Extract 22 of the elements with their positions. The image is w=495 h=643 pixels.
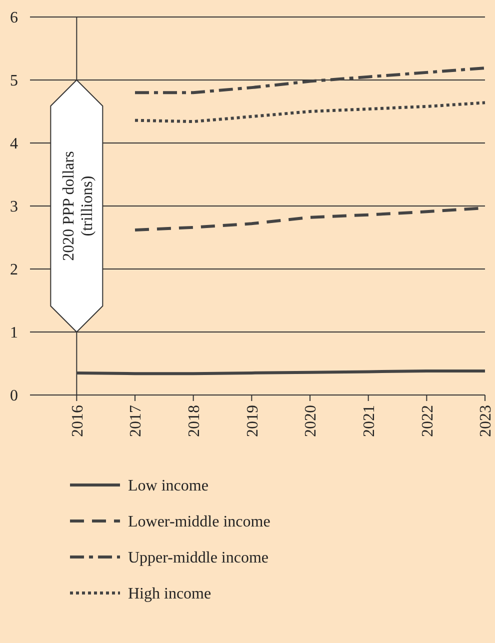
x-tick-label: 2018 (186, 405, 203, 437)
legend-label: Upper-middle income (128, 550, 269, 567)
y-tick-label: 1 (10, 324, 18, 342)
x-tick-label: 2019 (244, 405, 262, 437)
line-series (134, 66, 486, 94)
y-tick-label: 5 (10, 72, 18, 90)
y-axis-title: 2020 PPP dollars (trillions) (60, 151, 96, 261)
legend-label: High income (128, 586, 212, 603)
x-tick-label: 2021 (360, 405, 378, 437)
y-tick-label: 2 (10, 262, 18, 279)
x-tick-label: 2017 (128, 405, 145, 437)
y-tick-label: 6 (10, 10, 18, 27)
y-tick-label: 0 (10, 388, 18, 405)
x-tick-label: 2020 (302, 405, 320, 437)
y-tick-label: 4 (10, 136, 18, 153)
legend-label: Lower-middle income (128, 514, 270, 531)
line-series (134, 101, 486, 124)
legend-label: Low income (128, 478, 208, 495)
x-tick-label: 2016 (69, 405, 86, 437)
x-tick-label: 2022 (419, 405, 436, 437)
y-tick-label: 3 (10, 198, 18, 216)
x-tick-label: 2023 (478, 405, 495, 437)
